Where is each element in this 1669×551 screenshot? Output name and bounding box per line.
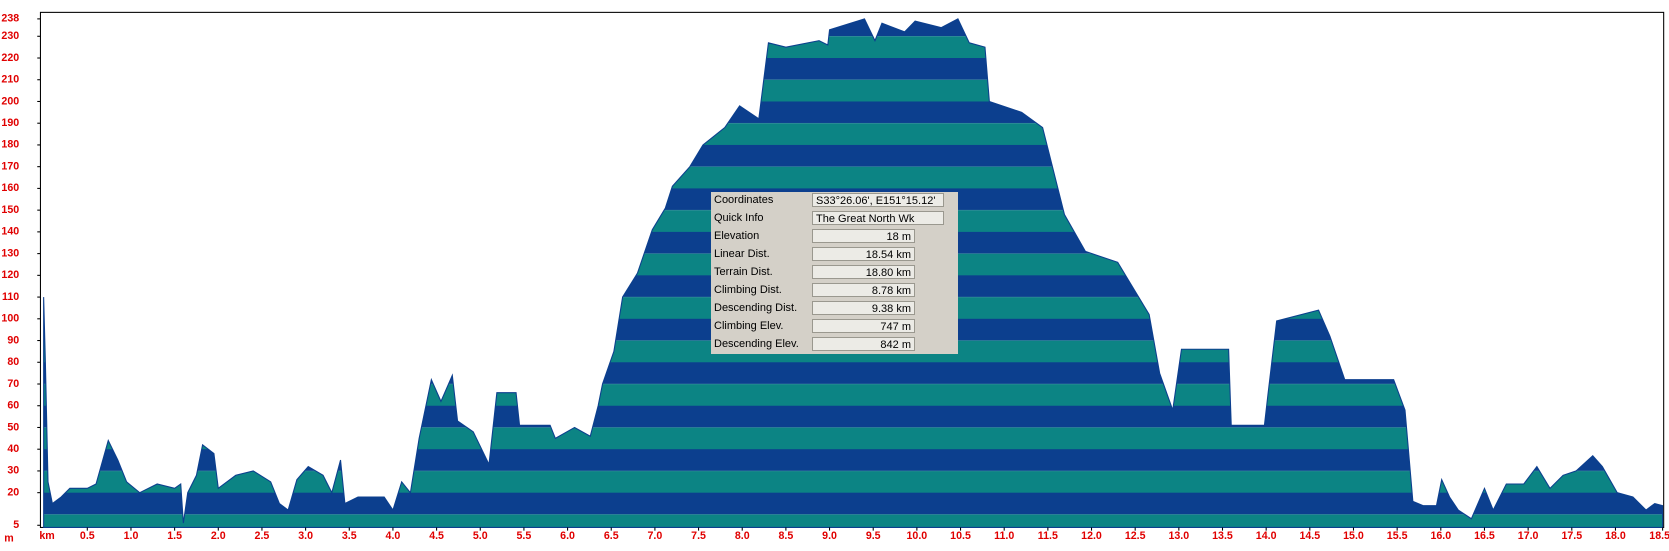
- x-tick-label: 7.5: [691, 530, 706, 542]
- y-tick-label: 190: [1, 117, 19, 129]
- info-label: Linear Dist.: [714, 248, 770, 260]
- x-tick-label: 13.0: [1168, 530, 1189, 542]
- x-tick-label: 18.54: [1649, 530, 1669, 542]
- info-row: Elevation 18 m: [711, 228, 958, 246]
- x-tick-label: 14.0: [1256, 530, 1277, 542]
- y-tick-label: 80: [7, 356, 19, 368]
- x-tick-label: 15.5: [1387, 530, 1408, 542]
- info-row: Descending Elev. 842 m: [711, 336, 958, 354]
- info-label: Descending Elev.: [714, 338, 799, 350]
- x-axis-label: km: [39, 530, 54, 542]
- info-label: Quick Info: [714, 212, 764, 224]
- info-label: Elevation: [714, 230, 760, 242]
- x-tick-label: 9.5: [866, 530, 881, 542]
- y-tick-label: 238: [1, 13, 19, 25]
- x-tick-label: 3.5: [342, 530, 357, 542]
- x-tick-label: 11.5: [1038, 530, 1058, 542]
- y-tick-label: 60: [7, 400, 19, 412]
- x-tick-label: 8.0: [735, 530, 750, 542]
- x-tick-label: 0.5: [80, 530, 95, 542]
- x-tick-label: 1.0: [124, 530, 139, 542]
- y-tick-label: 150: [1, 204, 19, 216]
- x-tick-label: 4.5: [429, 530, 444, 542]
- y-tick-label: 40: [7, 443, 19, 455]
- info-value: 842 m: [812, 337, 915, 351]
- y-axis-label: m: [4, 532, 13, 544]
- info-row: Descending Dist. 9.38 km: [711, 300, 958, 318]
- y-tick-label: 110: [2, 291, 19, 303]
- x-tick-label: 1.5: [167, 530, 182, 542]
- y-tick-label: 210: [1, 74, 19, 86]
- x-tick-label: 13.5: [1212, 530, 1233, 542]
- x-tick-label: 5.5: [517, 530, 532, 542]
- y-tick-label: 30: [7, 465, 19, 477]
- x-tick-label: 15.0: [1343, 530, 1364, 542]
- x-tick-label: 10.5: [950, 530, 971, 542]
- y-tick-label: 5: [13, 519, 19, 531]
- x-tick-label: 2.5: [255, 530, 270, 542]
- x-tick-label: 11.0: [994, 530, 1014, 542]
- info-row: Terrain Dist. 18.80 km: [711, 264, 958, 282]
- y-tick-label: 180: [1, 139, 19, 151]
- x-tick-label: 5.0: [473, 530, 488, 542]
- x-tick-label: 9.0: [822, 530, 837, 542]
- info-label: Climbing Elev.: [714, 320, 784, 332]
- info-panel: Coordinates S33°26.06', E151°15.12' Quick …: [711, 192, 958, 354]
- y-tick-label: 200: [1, 95, 19, 107]
- y-tick-label: 100: [1, 313, 19, 325]
- x-tick-label: 12.0: [1081, 530, 1102, 542]
- x-tick-label: 12.5: [1125, 530, 1146, 542]
- x-tick-label: 8.5: [778, 530, 793, 542]
- y-tick-label: 120: [1, 269, 19, 281]
- x-tick-label: 6.5: [604, 530, 619, 542]
- x-tick-label: 16.0: [1430, 530, 1451, 542]
- x-tick-label: 17.0: [1518, 530, 1539, 542]
- y-tick-label: 90: [7, 334, 19, 346]
- info-value: 747 m: [812, 319, 915, 333]
- info-value: 18 m: [812, 229, 915, 243]
- y-tick-label: 230: [1, 30, 19, 42]
- y-tick-label: 170: [1, 160, 19, 172]
- x-tick-label: 2.0: [211, 530, 226, 542]
- x-tick-label: 6.0: [560, 530, 575, 542]
- info-value: 18.54 km: [812, 247, 915, 261]
- info-row: Climbing Elev. 747 m: [711, 318, 958, 336]
- x-tick-label: 10.0: [907, 530, 928, 542]
- y-tick-label: 140: [1, 226, 19, 238]
- y-tick-label: 70: [7, 378, 19, 390]
- x-tick-label: 18.0: [1605, 530, 1626, 542]
- x-tick-label: 4.0: [386, 530, 401, 542]
- info-label: Descending Dist.: [714, 302, 798, 314]
- info-row: Coordinates S33°26.06', E151°15.12': [711, 192, 958, 210]
- info-value: 18.80 km: [812, 265, 915, 279]
- y-tick-label: 160: [1, 182, 19, 194]
- x-tick-label: 17.5: [1561, 530, 1582, 542]
- info-row: Quick Info The Great North Wk: [711, 210, 958, 228]
- info-label: Climbing Dist.: [714, 284, 782, 296]
- x-tick-label: 7.0: [648, 530, 663, 542]
- info-label: Terrain Dist.: [714, 266, 773, 278]
- y-tick-label: 50: [7, 421, 19, 433]
- y-tick-label: 20: [7, 486, 19, 498]
- x-tick-label: 3.0: [298, 530, 313, 542]
- info-row: Linear Dist. 18.54 km: [711, 246, 958, 264]
- info-value: 8.78 km: [812, 283, 915, 297]
- info-value: S33°26.06', E151°15.12': [812, 193, 944, 207]
- info-value: The Great North Wk: [812, 211, 944, 225]
- info-label: Coordinates: [714, 194, 774, 206]
- x-tick-label: 14.5: [1299, 530, 1320, 542]
- x-tick-label: 16.5: [1474, 530, 1495, 542]
- info-value: 9.38 km: [812, 301, 915, 315]
- info-row: Climbing Dist. 8.78 km: [711, 282, 958, 300]
- y-tick-label: 130: [1, 247, 19, 259]
- y-tick-label: 220: [1, 52, 19, 64]
